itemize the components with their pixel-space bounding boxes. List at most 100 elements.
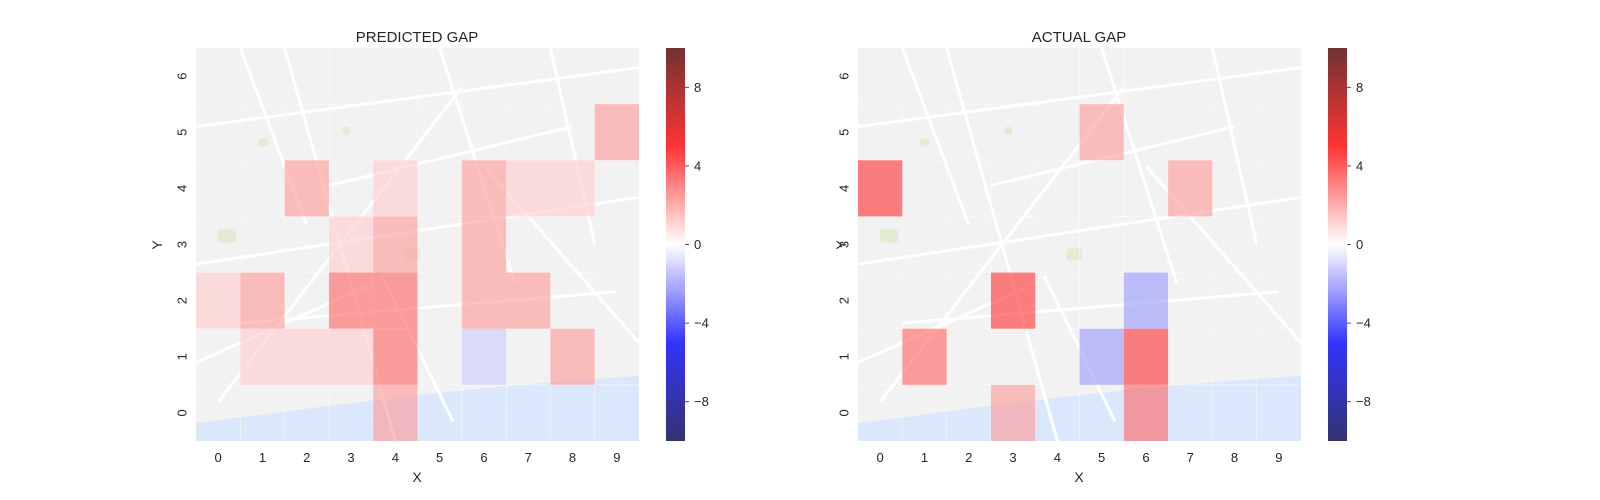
heatmap-cell [1123,328,1169,385]
x-tick-label: 2 [965,450,972,465]
heatmap-cell [990,272,1036,329]
heatmap-cell [506,272,551,329]
y-tick-label: 5 [837,129,852,136]
heatmap-cell [1079,328,1124,385]
colorbar-ticks: 8 4 0 −4 −8 [1347,80,1371,409]
x-tick-label: 3 [347,450,354,465]
colorbar [1328,48,1347,441]
y-ticks: 0 1 2 3 4 5 6 [837,72,852,416]
y-tick-label: 0 [175,409,190,416]
map-park [218,228,237,243]
map-park [920,138,931,147]
x-tick-label: 0 [215,450,222,465]
heatmap-cell [373,384,418,441]
colorbar [666,48,685,441]
heatmap-cell [1123,272,1169,329]
map-park [258,138,269,147]
y-tick-label: 1 [837,353,852,360]
heatmap-cell [550,160,595,217]
heatmap-cell [594,104,639,161]
heatmap-cell [506,160,551,217]
map-park [880,228,899,243]
x-axis-label: X [412,469,422,485]
colorbar-tick-label: 8 [694,80,701,95]
chart-title: ACTUAL GAP [1032,29,1126,46]
x-tick-label: 5 [436,450,443,465]
map-road [900,48,971,226]
x-tick-label: 4 [392,450,399,465]
x-tick-label: 7 [525,450,532,465]
x-tick-label: 4 [1054,450,1061,465]
heatmap-cell [240,272,285,329]
x-tick-label: 8 [569,450,576,465]
colorbar-tick-label: 4 [1356,158,1363,173]
heatmap-cell [461,160,507,217]
heatmap-cell [284,328,329,385]
chart-title: PREDICTED GAP [356,29,479,46]
heatmap-cell [328,328,374,385]
colorbar-tick-label: −4 [1356,316,1371,331]
heatmap-cell [550,328,595,385]
y-ticks: 0 1 2 3 4 5 6 [175,72,190,416]
heatmap-cell [1079,104,1124,161]
y-axis-label: Y [149,240,165,250]
y-tick-label: 2 [175,297,190,304]
heatmap-cell [990,384,1036,441]
colorbar-tick-label: 4 [694,158,701,173]
x-ticks: 0 1 2 3 4 5 6 7 8 9 [215,450,621,465]
y-tick-label: 2 [837,297,852,304]
y-tick-label: 0 [837,409,852,416]
y-tick-label: 4 [175,185,190,192]
y-tick-label: 6 [837,72,852,79]
x-ticks: 0 1 2 3 4 5 6 7 8 9 [877,450,1283,465]
heatmap-cell [461,328,507,385]
map-road [328,125,573,188]
colorbar-tick-label: −4 [694,316,709,331]
heatmap-cell [373,272,418,329]
colorbar-tick-label: −8 [694,394,709,409]
map-road [240,290,617,325]
x-tick-label: 6 [1142,450,1149,465]
colorbar-tick-label: 0 [694,237,701,252]
x-tick-label: 5 [1098,450,1105,465]
x-tick-label: 0 [877,450,884,465]
colorbar-ticks: 8 4 0 −4 −8 [685,80,709,409]
heatmap-cell [373,216,418,273]
heatmap-cell [1168,160,1213,217]
x-tick-label: 9 [1275,450,1282,465]
x-tick-label: 7 [1187,450,1194,465]
x-tick-label: 1 [259,450,266,465]
heatmap-cell [373,160,418,217]
y-tick-label: 5 [175,129,190,136]
heatmap-cells [196,104,639,441]
map-park [1066,248,1083,261]
heatmap-cell [461,272,507,329]
heatmap-cell [328,216,374,273]
heatmap-cell [858,160,903,217]
y-tick-label: 4 [837,185,852,192]
map-park [342,126,351,135]
heatmap-cell [284,160,329,217]
heatmap-cell [902,328,947,385]
y-tick-label: 3 [837,241,852,248]
y-tick-label: 3 [175,241,190,248]
y-tick-label: 1 [175,353,190,360]
map-park [1004,126,1013,135]
y-tick-label: 6 [175,72,190,79]
x-tick-label: 8 [1231,450,1238,465]
x-tick-label: 3 [1009,450,1016,465]
heatmap-cell [196,272,241,329]
y-axis-label: Y [833,240,849,250]
colorbar-tick-label: 8 [1356,80,1363,95]
x-tick-label: 1 [921,450,928,465]
x-axis-label: X [1074,469,1084,485]
heatmap-cells [858,104,1213,441]
x-tick-label: 6 [480,450,487,465]
colorbar-tick-label: 0 [1356,237,1363,252]
x-tick-label: 2 [303,450,310,465]
heatmap-cell [1123,384,1169,441]
panel-actual-gap: ACTUAL GAP 0 1 2 3 4 5 6 7 8 9 0 1 2 3 4 5 6 X Y 8 4 0 −4 −… [833,29,1371,485]
colorbar-tick-label: −8 [1356,394,1371,409]
